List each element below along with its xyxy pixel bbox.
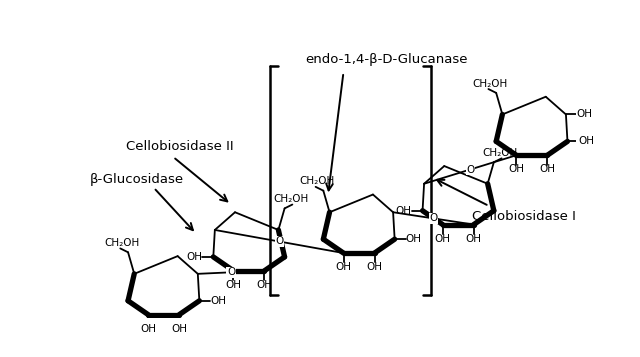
Text: CH₂OH: CH₂OH [300,176,335,186]
Text: β-Glucosidase: β-Glucosidase [90,174,184,186]
Text: OH: OH [579,136,595,146]
Text: OH: OH [466,234,482,244]
Text: Cellobiosidase II: Cellobiosidase II [127,140,234,153]
Text: OH: OH [225,280,241,290]
Text: O: O [227,267,236,277]
Text: O: O [466,165,474,175]
Text: OH: OH [210,296,226,306]
Text: OH: OH [186,252,202,262]
Text: CH₂OH: CH₂OH [483,148,518,158]
Text: endo-1,4-β-D-Glucanase: endo-1,4-β-D-Glucanase [305,53,467,66]
Text: CH₂OH: CH₂OH [104,238,140,248]
Text: O: O [275,236,284,246]
Text: OH: OH [435,234,451,244]
Text: OH: OH [406,234,422,244]
Text: OH: OH [508,165,524,175]
Text: OH: OH [335,262,351,272]
Text: CH₂OH: CH₂OH [472,79,508,89]
Text: Cellobiosidase I: Cellobiosidase I [472,210,576,223]
Text: OH: OH [172,324,187,334]
Text: O: O [429,213,438,223]
Text: OH: OH [396,206,412,216]
Text: OH: OH [257,280,273,290]
Text: OH: OH [540,165,556,175]
Text: CH₂OH: CH₂OH [273,194,308,204]
Text: OH: OH [577,110,593,120]
Text: OH: OH [140,324,156,334]
Text: OH: OH [367,262,383,272]
